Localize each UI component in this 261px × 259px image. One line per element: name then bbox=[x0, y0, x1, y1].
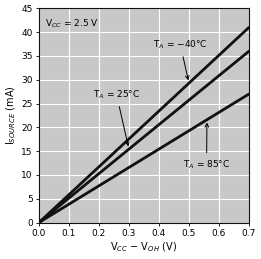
Y-axis label: I$_{SOURCE}$ (mA): I$_{SOURCE}$ (mA) bbox=[5, 85, 19, 145]
Text: T$_A$ = 25°C: T$_A$ = 25°C bbox=[93, 89, 140, 146]
Text: V$_{CC}$ = 2.5 V: V$_{CC}$ = 2.5 V bbox=[45, 18, 99, 30]
Text: T$_A$ = 85°C: T$_A$ = 85°C bbox=[183, 124, 230, 171]
X-axis label: V$_{CC}$ − V$_{OH}$ (V): V$_{CC}$ − V$_{OH}$ (V) bbox=[110, 241, 177, 254]
Text: T$_A$ = $-$40°C: T$_A$ = $-$40°C bbox=[153, 39, 208, 79]
